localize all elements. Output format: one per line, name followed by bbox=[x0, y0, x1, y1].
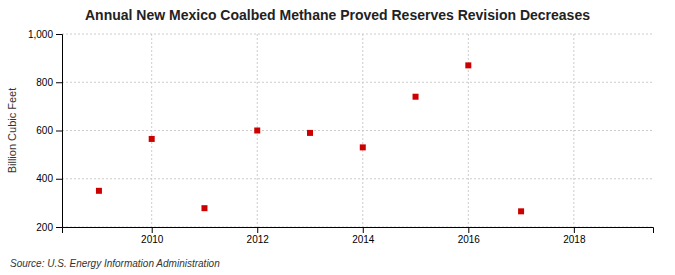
grid-line bbox=[62, 82, 653, 83]
tick-mark bbox=[56, 227, 62, 228]
tick: 2010 bbox=[141, 227, 164, 245]
tick: 1,000 bbox=[28, 29, 62, 40]
tick: 2014 bbox=[352, 227, 375, 245]
tick: 400 bbox=[36, 173, 62, 184]
tick-mark bbox=[56, 179, 62, 180]
x-axis: 2010 2012 2014 2016 2018 bbox=[63, 227, 654, 245]
tick-mark bbox=[257, 227, 258, 233]
tick: 2012 bbox=[247, 227, 270, 245]
tick-mark bbox=[56, 82, 62, 83]
tick-label: 800 bbox=[36, 77, 53, 88]
tick-mark bbox=[152, 227, 153, 233]
point bbox=[413, 94, 419, 100]
tick-label: 1,000 bbox=[28, 29, 53, 40]
chart: 2010 2012 2014 2016 2018 200 400 600 800 1,000 Ann… bbox=[0, 0, 675, 275]
tick-label: 400 bbox=[36, 173, 53, 184]
axis-line bbox=[56, 35, 63, 228]
grid-line bbox=[62, 34, 653, 35]
tick-mark bbox=[468, 227, 469, 233]
point bbox=[465, 62, 471, 68]
points bbox=[96, 62, 524, 214]
title: Annual New Mexico Coalbed Methane Proved… bbox=[85, 7, 590, 23]
tick: 200 bbox=[36, 222, 62, 233]
grid-line bbox=[62, 178, 653, 179]
tick-mark bbox=[363, 227, 364, 233]
point bbox=[360, 144, 366, 150]
tick-label: 2012 bbox=[247, 234, 270, 245]
source: Source: U.S. Energy Information Administ… bbox=[10, 258, 220, 269]
plot: 2010 2012 2014 2016 2018 200 400 600 800 1,000 bbox=[28, 29, 654, 245]
y-axis: 200 400 600 800 1,000 bbox=[28, 29, 63, 233]
tick-mark bbox=[56, 34, 62, 35]
tick: 600 bbox=[36, 125, 62, 136]
point bbox=[307, 130, 313, 136]
grid-line bbox=[62, 130, 653, 131]
tick-mark bbox=[56, 131, 62, 132]
tick-label: 2010 bbox=[141, 234, 164, 245]
tick-label: 2016 bbox=[458, 234, 481, 245]
tick-label: 200 bbox=[36, 222, 53, 233]
tick-label: 600 bbox=[36, 125, 53, 136]
grid bbox=[62, 34, 653, 227]
axis-line bbox=[63, 228, 654, 234]
y-axis-title: Billion Cubic Feet bbox=[6, 88, 18, 174]
tick: 2016 bbox=[458, 227, 481, 245]
tick: 800 bbox=[36, 77, 62, 88]
tick-label: 2014 bbox=[352, 234, 375, 245]
tick-mark bbox=[574, 227, 575, 233]
point bbox=[254, 128, 260, 134]
tick-label: 2018 bbox=[563, 234, 586, 245]
point bbox=[201, 205, 207, 211]
tick: 2018 bbox=[563, 227, 586, 245]
point bbox=[96, 188, 102, 194]
point bbox=[518, 208, 524, 214]
point bbox=[149, 136, 155, 142]
